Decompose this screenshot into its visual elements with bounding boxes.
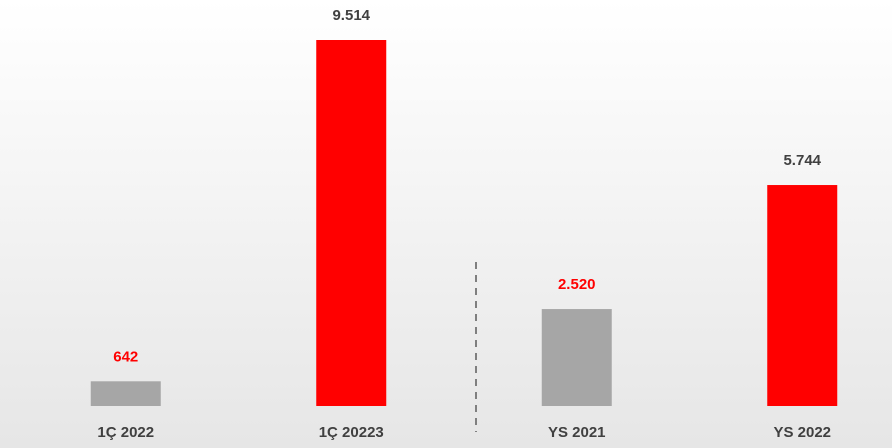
value-label: 5.744 — [783, 152, 821, 169]
x-tick-label: 1Ç 2022 — [97, 424, 154, 441]
value-label: 9.514 — [332, 7, 370, 24]
value-label: 642 — [113, 348, 138, 365]
x-tick-label: 1Ç 20223 — [319, 424, 384, 441]
bar — [316, 40, 387, 406]
value-label: 2.520 — [558, 276, 596, 293]
bar — [90, 381, 161, 406]
x-tick-label: YS 2021 — [548, 424, 606, 441]
x-tick-label: YS 2022 — [773, 424, 831, 441]
bar — [541, 309, 612, 406]
bar — [767, 185, 838, 406]
